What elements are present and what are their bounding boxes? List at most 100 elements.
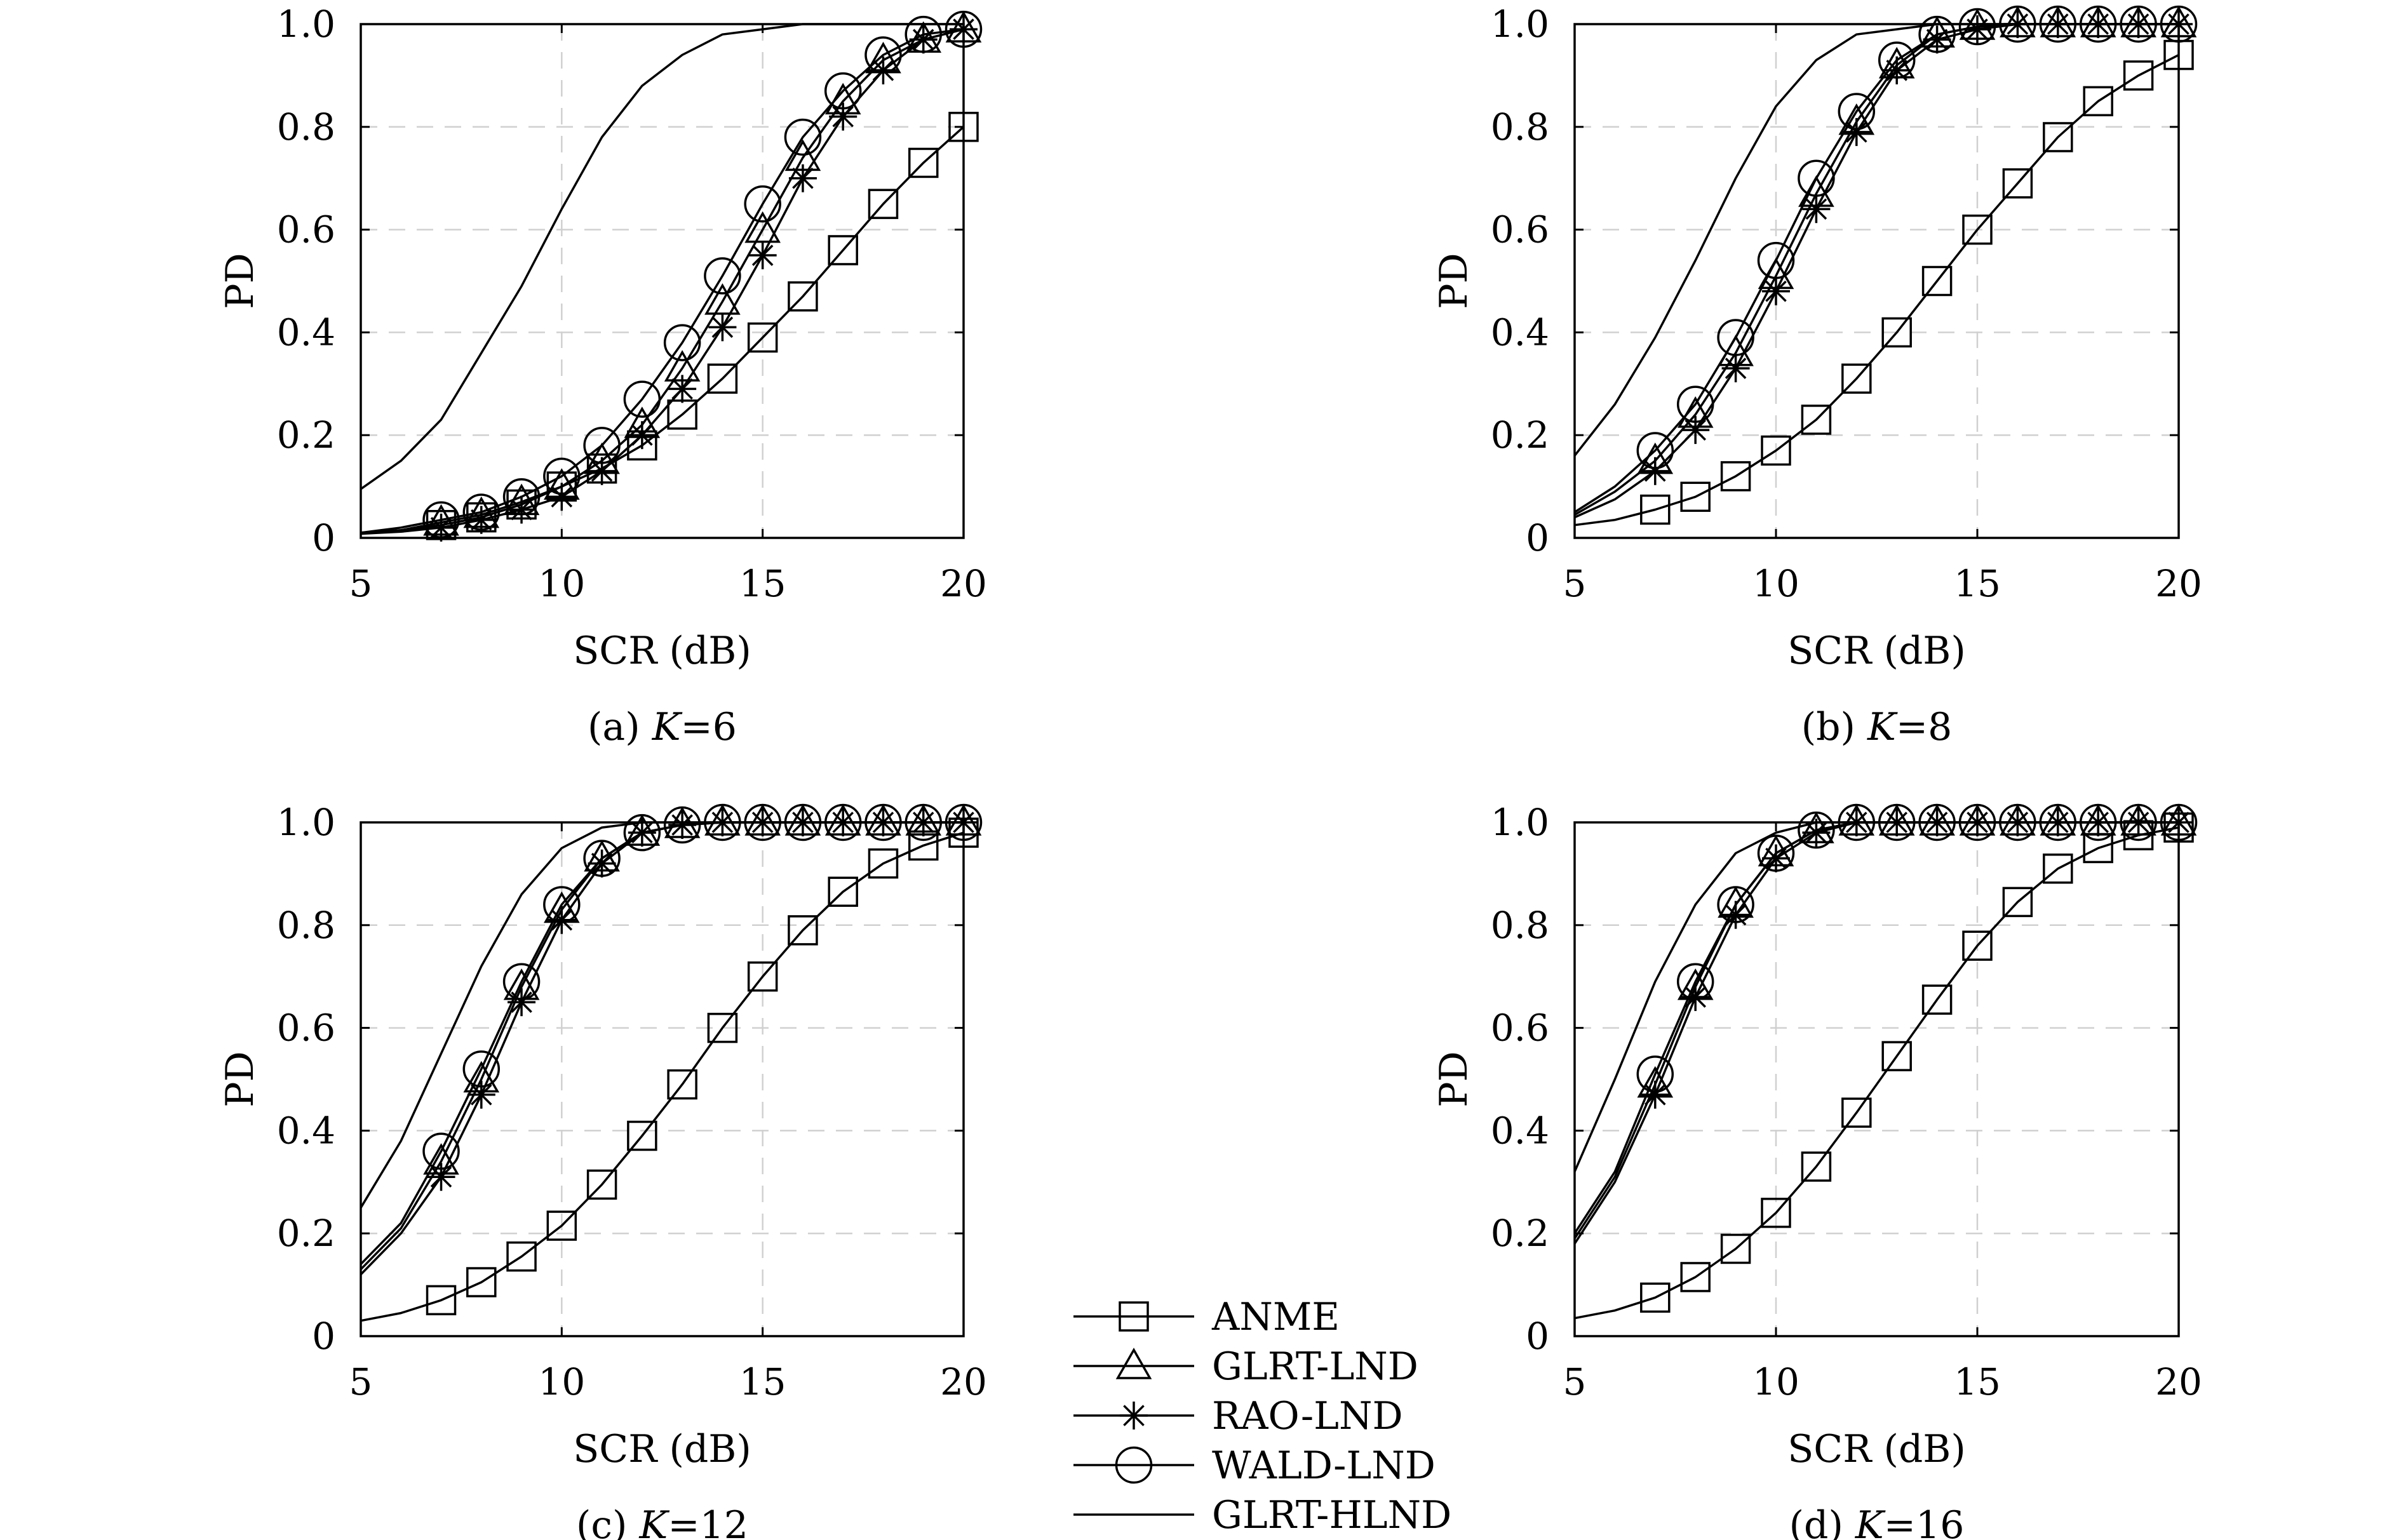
series-rao-lnd <box>1573 808 2193 1245</box>
y-tick-label: 0.2 <box>277 413 335 457</box>
x-axis-label: SCR (dB) <box>573 629 751 673</box>
data-point-square <box>747 322 778 353</box>
x-tick-label: 20 <box>940 562 987 605</box>
data-point-circle <box>744 185 781 223</box>
y-tick-label: 0.8 <box>277 105 335 149</box>
data-point-square <box>426 1285 457 1316</box>
y-axis-label: PD <box>1432 1051 1476 1107</box>
x-tick-label: 10 <box>1752 562 1799 605</box>
data-point-square <box>506 1241 537 1272</box>
x-tick-label: 10 <box>1752 1360 1799 1403</box>
data-point-circle <box>502 478 541 516</box>
data-point-circle <box>905 15 942 53</box>
data-point-asterisk <box>668 375 697 403</box>
data-point-square <box>1881 1041 1912 1071</box>
data-point-asterisk <box>467 1080 495 1109</box>
data-point-asterisk <box>1762 277 1790 305</box>
chart-panel-4: 5 10 15 20 0 0.2 0.4 0.6 0.8 1.0 SCR (dB) PD (d) K=1… <box>1432 801 2202 1540</box>
x-tick-label: 10 <box>538 1360 585 1403</box>
x-tick-label: 15 <box>1954 1360 2001 1403</box>
y-tick-label: 0.4 <box>277 1109 335 1152</box>
legend-entry: WALD-LND <box>1073 1443 1436 1488</box>
data-point-square <box>1640 1282 1671 1313</box>
data-point-circle <box>1878 41 1916 79</box>
data-point-asterisk <box>628 421 656 450</box>
plot-frame <box>1573 821 2180 1337</box>
caption-variable: K <box>1867 705 1898 749</box>
data-point-circle <box>704 257 741 295</box>
legend-marker-square <box>1119 1301 1149 1332</box>
data-point-asterisk <box>1762 844 1790 873</box>
caption-prefix: (b) <box>1801 705 1867 749</box>
series-wald-lnd <box>1573 803 2198 1235</box>
data-point-square <box>2002 887 2033 918</box>
series-line-glrt-hlnd <box>1573 821 2179 1172</box>
y-tick-label: 0.6 <box>1491 208 1549 251</box>
data-point-circle <box>462 493 501 531</box>
legend: ANME GLRT-LND RAO-LND WALD-LND GLRT-HLND <box>1073 1295 1451 1537</box>
series-wald-lnd <box>360 803 983 1265</box>
x-tick-label: 5 <box>349 1360 373 1403</box>
plot-frame <box>360 23 965 539</box>
y-axis-label: PD <box>218 1051 262 1107</box>
x-tick-label: 10 <box>538 562 585 605</box>
data-point-square <box>1921 265 1953 297</box>
legend-marker-asterisk <box>1120 1402 1148 1430</box>
y-axis-label: PD <box>1432 253 1476 309</box>
data-point-square <box>707 363 738 394</box>
series-line-rao-lnd <box>1573 821 2179 1245</box>
data-point-square <box>707 1012 738 1043</box>
y-tick-label: 0.6 <box>277 208 335 251</box>
legend-label: GLRT-LND <box>1212 1344 1418 1389</box>
panel-caption: (b) K=8 <box>1801 705 1953 749</box>
data-point-square <box>1841 363 1872 394</box>
data-point-square <box>868 848 899 879</box>
data-point-asterisk <box>788 164 817 192</box>
data-point-square <box>2002 168 2033 199</box>
data-point-square <box>828 235 858 265</box>
data-point-circle <box>462 1050 501 1088</box>
data-point-square <box>747 961 778 992</box>
data-point-asterisk <box>508 495 536 524</box>
legend-entry: ANME <box>1073 1295 1340 1339</box>
y-tick-label: 0.6 <box>277 1007 335 1050</box>
legend-label: ANME <box>1211 1295 1340 1339</box>
y-tick-label: 0.8 <box>1491 904 1549 947</box>
y-tick-label: 0.2 <box>277 1212 335 1255</box>
data-point-circle <box>543 886 581 923</box>
data-point-asterisk <box>1721 354 1750 383</box>
panel-caption: (d) K=16 <box>1789 1503 1965 1540</box>
series-line-glrt-hlnd <box>1573 23 2179 457</box>
data-point-asterisk <box>1963 15 1991 44</box>
series-line-anme <box>1574 53 2179 526</box>
data-point-asterisk <box>548 483 576 511</box>
data-point-square <box>667 1069 697 1100</box>
data-point-square <box>788 915 818 946</box>
series-line-wald-lnd <box>1574 23 2179 513</box>
series-line-glrt-lnd <box>1574 23 2179 516</box>
data-point-asterisk <box>1681 416 1710 445</box>
series-line-rao-lnd <box>360 28 964 535</box>
data-point-asterisk <box>1842 117 1871 146</box>
series-line-glrt-hlnd <box>360 23 964 490</box>
data-point-square <box>828 876 858 907</box>
data-point-square <box>586 1169 617 1200</box>
series-line-wald-lnd <box>360 821 964 1265</box>
data-point-circle <box>1757 834 1795 872</box>
x-tick-label: 20 <box>2155 1360 2202 1403</box>
panel-caption: (c) K=12 <box>576 1503 748 1540</box>
series-anme <box>360 817 979 1322</box>
data-point-asterisk <box>588 849 616 878</box>
data-point-circle <box>422 1132 460 1170</box>
data-point-asterisk <box>1641 1080 1669 1109</box>
legend-entry: GLRT-LND <box>1073 1344 1418 1389</box>
y-tick-label: 0.4 <box>277 311 335 354</box>
data-point-circle <box>1636 432 1674 469</box>
x-tick-label: 5 <box>1563 562 1587 605</box>
legend-entry: RAO-LND <box>1073 1394 1403 1438</box>
data-point-circle <box>1717 319 1754 356</box>
series-rao-lnd <box>360 15 978 542</box>
data-point-circle <box>663 806 701 844</box>
data-point-asterisk <box>1641 457 1669 485</box>
